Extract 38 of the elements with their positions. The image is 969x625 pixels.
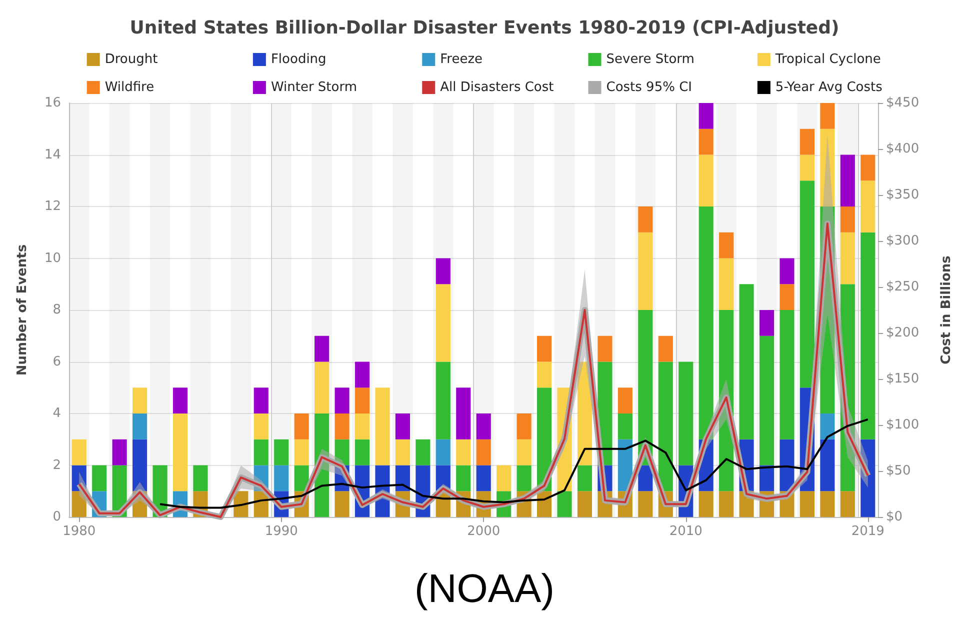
legend-label: Severe Storm xyxy=(606,52,694,67)
y-tick-label: 4 xyxy=(52,406,61,421)
x-tick-label: 2019 xyxy=(851,524,884,539)
y2-axis-title: Cost in Billions xyxy=(939,255,954,364)
y-tick-label: 12 xyxy=(44,199,61,214)
y-tick-label: 8 xyxy=(52,302,61,318)
y-axis-title: Number of Events xyxy=(15,244,30,376)
y-tick-label: 14 xyxy=(44,147,61,162)
y2-tick-label: $400 xyxy=(886,142,920,156)
y2-tick-label: $100 xyxy=(886,418,920,432)
legend-label: Winter Storm xyxy=(270,80,358,95)
legend-label: Freeze xyxy=(440,52,483,67)
y-tick-label: 0 xyxy=(52,510,61,524)
legend-label: Costs 95% CI xyxy=(606,80,692,95)
y-tick-label: 6 xyxy=(52,354,61,370)
y-tick-label: 2 xyxy=(52,458,61,473)
chart-title: United States Billion-Dollar Disaster Events 1980-2019 (CPI-Adjusted) xyxy=(130,18,840,38)
x-tick-label: 1990 xyxy=(264,524,298,539)
y2-tick-label: $450 xyxy=(886,96,920,110)
x-tick-label: 2000 xyxy=(467,524,500,539)
y2-tick-label: $350 xyxy=(886,188,920,202)
y2-tick-label: $0 xyxy=(886,510,903,524)
y2-tick-label: $250 xyxy=(886,280,920,294)
legend-label: Wildfire xyxy=(104,80,154,95)
legend-label: Tropical Cyclone xyxy=(774,52,881,67)
x-tick-label: 1980 xyxy=(62,524,96,539)
y-tick-label: 16 xyxy=(44,96,61,110)
y2-tick-label: $150 xyxy=(886,372,920,386)
legend-label: Flooding xyxy=(270,52,326,67)
legend-label: Drought xyxy=(104,52,158,67)
y2-tick-label: $200 xyxy=(886,326,920,340)
legend-label: All Disasters Cost xyxy=(440,80,554,95)
legend-label: 5-Year Avg Costs xyxy=(775,80,883,95)
text: (NOAA) xyxy=(414,567,554,611)
y-tick-label: 10 xyxy=(44,250,61,266)
y2-tick-label: $50 xyxy=(886,464,911,478)
y2-tick-label: $300 xyxy=(886,234,920,248)
x-tick-label: 2010 xyxy=(669,524,702,539)
